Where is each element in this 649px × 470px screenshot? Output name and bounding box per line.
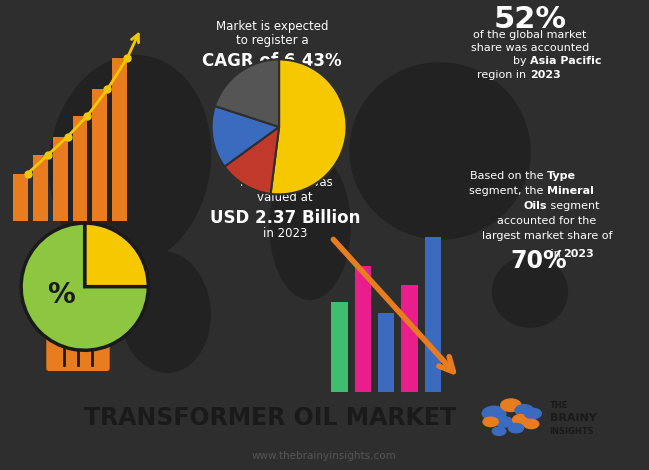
- Text: valued at: valued at: [257, 191, 313, 204]
- Text: in 2023: in 2023: [263, 227, 307, 241]
- FancyBboxPatch shape: [47, 328, 109, 370]
- Text: The market was: The market was: [238, 176, 332, 189]
- Circle shape: [508, 423, 524, 433]
- Bar: [112, 58, 127, 221]
- Circle shape: [524, 408, 541, 419]
- Wedge shape: [84, 223, 149, 287]
- Text: Mineral: Mineral: [547, 186, 594, 196]
- Text: to register a: to register a: [236, 34, 308, 47]
- Text: Market is expected: Market is expected: [215, 20, 328, 33]
- Circle shape: [513, 415, 530, 425]
- Text: %: %: [47, 281, 75, 309]
- Wedge shape: [215, 59, 279, 127]
- Text: Type: Type: [547, 171, 576, 181]
- Text: 70%: 70%: [510, 249, 567, 273]
- Bar: [424, 237, 441, 392]
- Circle shape: [496, 416, 513, 427]
- Wedge shape: [212, 106, 279, 166]
- Circle shape: [515, 405, 533, 416]
- Text: 52%: 52%: [493, 5, 567, 34]
- Text: BRAINY: BRAINY: [550, 413, 596, 423]
- Text: in: in: [547, 249, 564, 259]
- Text: segment: segment: [547, 201, 600, 211]
- Text: 2023: 2023: [563, 249, 594, 259]
- Bar: [332, 302, 348, 392]
- Circle shape: [493, 427, 506, 435]
- Ellipse shape: [270, 154, 350, 299]
- Text: 2023: 2023: [530, 70, 561, 80]
- Text: TRANSFORMER OIL MARKET: TRANSFORMER OIL MARKET: [84, 406, 456, 430]
- Bar: [53, 137, 67, 221]
- Bar: [378, 313, 395, 392]
- Ellipse shape: [350, 63, 530, 239]
- Ellipse shape: [49, 56, 210, 266]
- Text: CAGR of 6.43%: CAGR of 6.43%: [202, 52, 342, 70]
- Wedge shape: [271, 59, 347, 195]
- Text: Asia Pacific: Asia Pacific: [530, 56, 602, 66]
- Circle shape: [524, 419, 539, 429]
- Circle shape: [501, 399, 521, 411]
- Wedge shape: [21, 223, 148, 350]
- Ellipse shape: [120, 251, 210, 372]
- Bar: [92, 89, 107, 221]
- Text: segment, the: segment, the: [469, 186, 547, 196]
- Wedge shape: [225, 127, 279, 194]
- Bar: [73, 116, 88, 221]
- Text: share was accounted: share was accounted: [471, 43, 589, 53]
- Text: largest market share of: largest market share of: [482, 231, 612, 242]
- Circle shape: [483, 417, 498, 427]
- Text: INSIGHTS: INSIGHTS: [550, 427, 594, 436]
- Text: region in: region in: [478, 70, 530, 80]
- Bar: [32, 155, 47, 221]
- Circle shape: [482, 406, 506, 421]
- Text: accounted for the: accounted for the: [497, 216, 596, 227]
- Text: of the global market: of the global market: [473, 30, 587, 40]
- Text: by: by: [513, 56, 530, 66]
- Bar: [355, 266, 371, 392]
- Text: Oils: Oils: [524, 201, 547, 211]
- Text: USD 2.37 Billion: USD 2.37 Billion: [210, 209, 360, 227]
- Text: www.thebrainyinsights.com: www.thebrainyinsights.com: [252, 451, 397, 461]
- Bar: [401, 285, 417, 392]
- Text: THE: THE: [550, 401, 568, 410]
- Ellipse shape: [493, 257, 567, 327]
- Text: Based on the: Based on the: [470, 171, 547, 181]
- Ellipse shape: [260, 65, 330, 176]
- Bar: [13, 173, 28, 221]
